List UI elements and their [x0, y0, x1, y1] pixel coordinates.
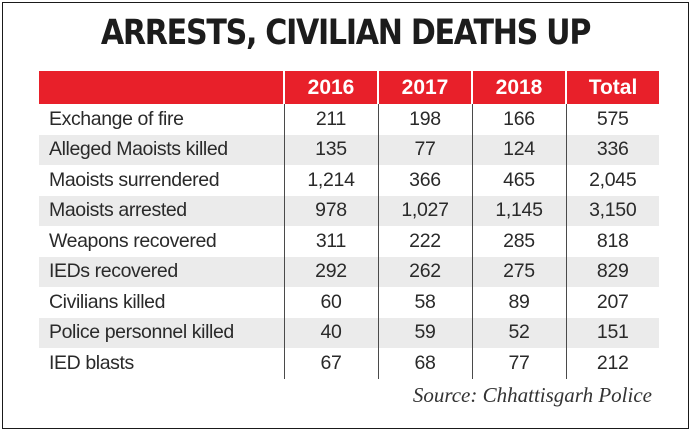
header-2017: 2017 [377, 71, 472, 104]
statistics-table: 2016 2017 2018 Total Exchange of fire 21… [39, 71, 659, 379]
row-label: Maoists surrendered [49, 168, 220, 191]
row-label: IED blasts [49, 351, 134, 374]
table-row: Exchange of fire 211 198 166 575 [39, 104, 659, 135]
cell-2016: 292 [283, 256, 378, 287]
cell-total: 2,045 [565, 165, 659, 196]
cell-2016: 211 [283, 104, 378, 135]
row-label: Weapons recovered [49, 229, 217, 252]
header-2018: 2018 [471, 71, 566, 104]
cell-2018: 89 [471, 287, 566, 318]
cell-2016: 1,214 [283, 165, 378, 196]
row-label: Maoists arrested [39, 195, 284, 226]
row-label: Alleged Maoists killed [39, 134, 284, 165]
cell-2016: 67 [283, 348, 378, 379]
table-row: Maoists arrested 978 1,027 1,145 3,150 [39, 195, 659, 226]
row-label: Civilians killed [49, 290, 166, 313]
cell-2017: 1,027 [377, 195, 472, 226]
cell-2017: 59 [377, 317, 472, 348]
cell-total: 207 [565, 287, 659, 318]
cell-2018: 124 [471, 134, 566, 165]
table-row: Weapons recovered 311 222 285 818 [39, 226, 659, 257]
cell-2017: 198 [377, 104, 472, 135]
infographic-title: ARRESTS, CIVILIAN DEATHS UP [100, 13, 591, 53]
cell-2016: 311 [283, 226, 378, 257]
cell-2017: 68 [377, 348, 472, 379]
source-credit: Source: Chhattisgarh Police [412, 383, 652, 407]
table-row: Police personnel killed 40 59 52 151 [39, 317, 659, 348]
cell-2018: 77 [471, 348, 566, 379]
cell-2017: 77 [377, 134, 472, 165]
cell-2018: 1,145 [471, 195, 566, 226]
cell-total: 829 [565, 256, 659, 287]
cell-2016: 135 [283, 134, 378, 165]
cell-2017: 262 [377, 256, 472, 287]
table-row: Civilians killed 60 58 89 207 [39, 287, 659, 318]
cell-2016: 978 [283, 195, 378, 226]
table-row: IED blasts 67 68 77 212 [39, 348, 659, 379]
cell-total: 575 [565, 104, 659, 135]
cell-2017: 222 [377, 226, 472, 257]
cell-2018: 285 [471, 226, 566, 257]
cell-2017: 58 [377, 287, 472, 318]
table-row: Alleged Maoists killed 135 77 124 336 [39, 134, 659, 165]
cell-2018: 52 [471, 317, 566, 348]
cell-total: 212 [565, 348, 659, 379]
cell-2018: 166 [471, 104, 566, 135]
header-corner-cell [39, 71, 284, 104]
cell-2018: 275 [471, 256, 566, 287]
cell-total: 336 [565, 134, 659, 165]
table-row: Maoists surrendered 1,214 366 465 2,045 [39, 165, 659, 196]
cell-total: 3,150 [565, 195, 659, 226]
row-label: IEDs recovered [39, 256, 284, 287]
cell-2017: 366 [377, 165, 472, 196]
cell-total: 151 [565, 317, 659, 348]
cell-total: 818 [565, 226, 659, 257]
header-2016: 2016 [283, 71, 378, 104]
cell-2016: 60 [283, 287, 378, 318]
table-row: IEDs recovered 292 262 275 829 [39, 256, 659, 287]
cell-2016: 40 [283, 317, 378, 348]
row-label: Exchange of fire [49, 107, 184, 130]
header-total: Total [565, 71, 659, 104]
infographic-frame: ARRESTS, CIVILIAN DEATHS UP 2016 2017 20… [2, 2, 689, 429]
cell-2018: 465 [471, 165, 566, 196]
table-header-row: 2016 2017 2018 Total [39, 71, 659, 104]
row-label: Police personnel killed [39, 317, 284, 348]
